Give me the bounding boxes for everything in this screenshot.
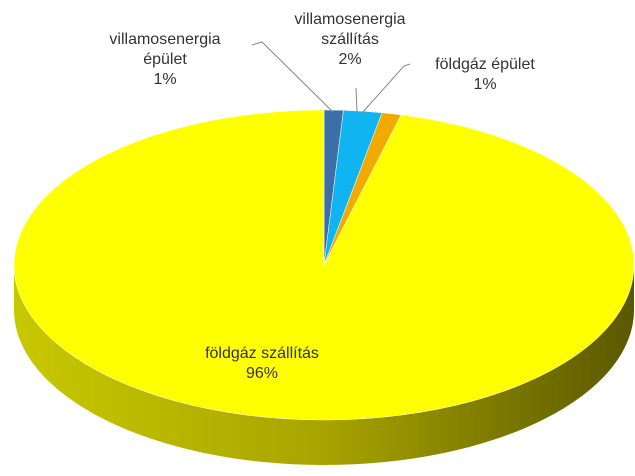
label-value: 1% (153, 71, 177, 88)
pie-side (14, 265, 634, 465)
label-value: 2% (338, 51, 362, 68)
data-label: földgáz szállítás 96% (162, 344, 362, 384)
leader-line (361, 63, 411, 114)
label-name: földgáz épület (435, 56, 535, 73)
label-name: földgáz szállítás (205, 345, 319, 362)
label-name: villamosenergia épület (109, 31, 221, 68)
label-value: 96% (245, 365, 279, 382)
data-label: villamosenergia szállítás 2% (280, 10, 420, 70)
label-value: 1% (473, 76, 497, 93)
data-label: villamosenergia épület 1% (100, 30, 230, 90)
leader-line (355, 87, 358, 113)
data-label: földgáz épület 1% (405, 55, 565, 95)
pie-slice (13, 109, 635, 421)
leader-line (251, 41, 334, 113)
label-name: villamosenergia szállítás (294, 11, 406, 48)
